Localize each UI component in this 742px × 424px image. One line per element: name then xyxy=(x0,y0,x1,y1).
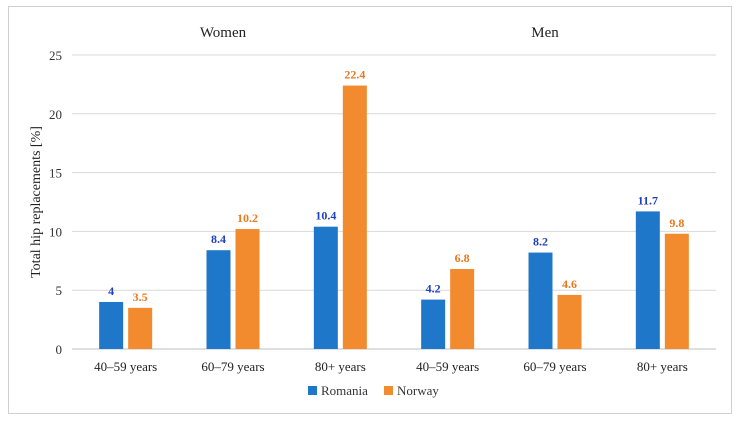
y-tick-label: 5 xyxy=(56,283,63,298)
x-tick-label: 40–59 years xyxy=(94,359,157,374)
data-label-romania: 10.4 xyxy=(315,209,336,223)
bar-romania xyxy=(635,211,660,349)
bar-norway xyxy=(235,229,260,349)
data-label-romania: 8.4 xyxy=(211,232,226,246)
x-tick-label: 60–79 years xyxy=(201,359,264,374)
data-label-norway: 22.4 xyxy=(344,68,365,82)
data-label-romania: 4.2 xyxy=(426,282,441,296)
x-tick-label: 40–59 years xyxy=(416,359,479,374)
bar-norway xyxy=(450,269,475,349)
legend-label-romania: Romania xyxy=(321,383,368,398)
y-tick-label: 10 xyxy=(49,224,62,239)
data-label-norway: 6.8 xyxy=(455,251,470,265)
bar-norway xyxy=(342,85,367,350)
x-tick-label: 80+ years xyxy=(637,359,688,374)
data-label-romania: 8.2 xyxy=(533,235,548,249)
data-label-norway: 10.2 xyxy=(237,211,258,225)
legend-swatch-norway xyxy=(384,386,393,395)
bar-romania xyxy=(313,226,338,349)
data-label-romania: 11.7 xyxy=(638,193,658,207)
y-axis-title: Total hip replacements [%] xyxy=(29,126,44,278)
group-title-men: Men xyxy=(531,25,559,41)
y-tick-label: 25 xyxy=(49,48,62,63)
x-tick-label: 80+ years xyxy=(315,359,366,374)
data-label-norway: 9.8 xyxy=(669,216,684,230)
y-tick-label: 20 xyxy=(49,107,62,122)
data-label-romania: 4 xyxy=(108,284,114,298)
legend-label-norway: Norway xyxy=(397,383,439,398)
legend-swatch-romania xyxy=(308,386,317,395)
data-label-norway: 4.6 xyxy=(562,277,577,291)
data-label-norway: 3.5 xyxy=(133,290,148,304)
bar-norway xyxy=(557,294,582,349)
x-tick-label: 60–79 years xyxy=(523,359,586,374)
group-title-women: Women xyxy=(200,25,247,41)
bar-romania xyxy=(528,252,553,349)
bar-norway xyxy=(664,233,689,349)
bar-norway xyxy=(128,307,153,349)
y-tick-label: 0 xyxy=(56,342,63,357)
bar-romania xyxy=(206,250,231,349)
y-tick-label: 15 xyxy=(49,166,62,181)
bar-romania xyxy=(99,301,124,349)
bar-romania xyxy=(421,299,446,349)
